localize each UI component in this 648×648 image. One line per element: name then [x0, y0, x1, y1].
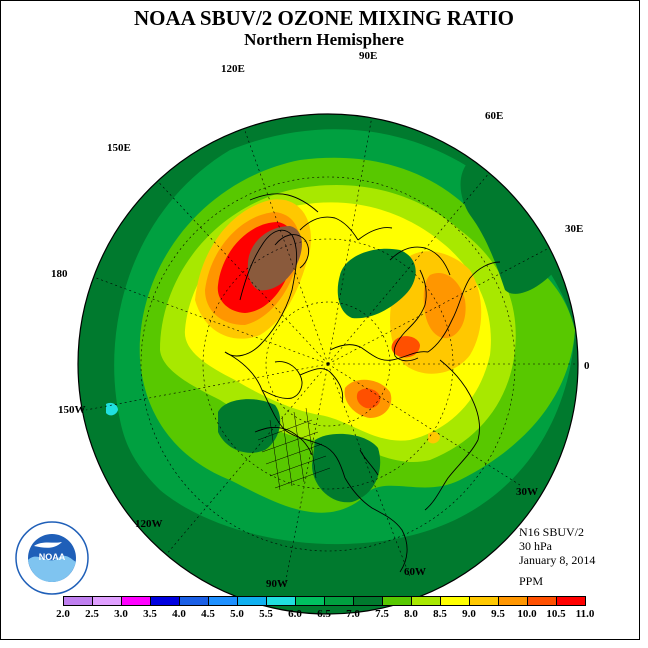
longitude-label-0: 0	[584, 360, 590, 372]
color-scale-segment	[556, 596, 586, 606]
color-scale-tick-label: 7.5	[375, 608, 389, 620]
color-scale-tick-label: 5.5	[259, 608, 273, 620]
longitude-label-60w: 60W	[404, 566, 426, 578]
color-scale-segment	[150, 596, 180, 606]
page-title: NOAA SBUV/2 OZONE MIXING RATIO	[134, 6, 514, 30]
ozone-contours	[78, 114, 578, 614]
color-scale-tick-label: 8.5	[433, 608, 447, 620]
longitude-label-120w: 120W	[135, 518, 163, 530]
noaa-logo-text: NOAA	[39, 552, 66, 562]
map-boundary	[77, 113, 579, 615]
color-scale-segment	[63, 596, 93, 606]
page-subtitle: Northern Hemisphere	[244, 30, 404, 49]
color-scale-tick-label: 6.5	[317, 608, 331, 620]
color-scale-tick-label: 8.0	[404, 608, 418, 620]
longitude-label-90e: 90E	[359, 50, 378, 62]
region-dark-green-arctic-low	[337, 248, 416, 319]
color-scale-tick-label: 2.0	[56, 608, 70, 620]
region-red-orange-east	[391, 336, 420, 358]
color-scale-tick-label: 7.0	[346, 608, 360, 620]
color-scale-segment	[295, 596, 325, 606]
color-scale-segment	[266, 596, 296, 606]
color-scale-tick-label: 9.5	[491, 608, 505, 620]
color-scale-segment	[324, 596, 354, 606]
us-state-borders	[257, 407, 331, 491]
color-scale-tick-label: 6.0	[288, 608, 302, 620]
coastlines	[224, 193, 501, 573]
longitude-label-90w: 90W	[266, 578, 288, 590]
region-brown-max	[247, 226, 302, 291]
longitude-label-120e: 120E	[221, 63, 245, 75]
date-label: January 8, 2014	[519, 553, 596, 567]
color-scale-tick-label: 2.5	[85, 608, 99, 620]
graticule	[79, 115, 578, 591]
noaa-logo: NOAA	[15, 521, 89, 595]
color-scale-segment	[440, 596, 470, 606]
color-scale-tick-label: 10.0	[517, 608, 537, 620]
color-scale-tick-label: 3.5	[143, 608, 157, 620]
color-scale-segment	[498, 596, 528, 606]
color-scale-tick-label: 3.0	[114, 608, 128, 620]
color-scale-segment	[411, 596, 441, 606]
color-scale-segment	[353, 596, 383, 606]
longitude-label-150w: 150W	[58, 404, 86, 416]
color-scale-segment	[208, 596, 238, 606]
color-scale-segment	[382, 596, 412, 606]
region-dark-orange-east	[423, 272, 466, 339]
color-scale-tick-label: 4.0	[172, 608, 186, 620]
color-scale-tick-label: 11.0	[575, 608, 595, 620]
color-scale-segment	[92, 596, 122, 606]
longitude-label-180: 180	[51, 268, 68, 280]
longitude-label-30e: 30E	[565, 223, 584, 235]
region-dark-green-north-america	[218, 399, 281, 453]
color-scale-segment	[121, 596, 151, 606]
region-cyan-spot	[106, 402, 118, 416]
color-scale-segment	[527, 596, 557, 606]
longitude-label-150e: 150E	[107, 142, 131, 154]
region-dark-green-east-edge	[460, 160, 560, 294]
color-scale-tick-label: 4.5	[201, 608, 215, 620]
longitude-label-60e: 60E	[485, 110, 504, 122]
color-scale-bar	[63, 596, 586, 606]
color-scale-segment	[237, 596, 267, 606]
color-scale-tick-label: 9.0	[462, 608, 476, 620]
color-scale-tick-label: 5.0	[230, 608, 244, 620]
pressure-label: 30 hPa	[519, 539, 552, 553]
color-scale-segment	[179, 596, 209, 606]
color-scale-segment	[469, 596, 499, 606]
color-scale-tick-label: 10.5	[546, 608, 566, 620]
units-label: PPM	[519, 574, 544, 588]
instrument-label: N16 SBUV/2	[519, 525, 585, 539]
longitude-label-30w: 30W	[516, 486, 538, 498]
region-dark-green-east-pacific	[312, 433, 381, 503]
